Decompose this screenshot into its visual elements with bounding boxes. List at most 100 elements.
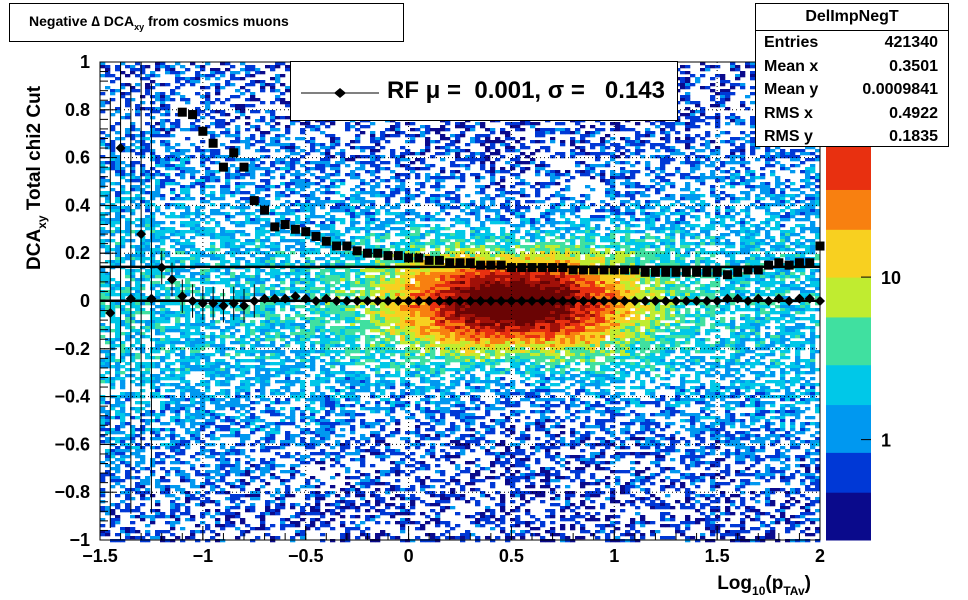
heatmap-cell	[100, 374, 106, 378]
heatmap-cell	[140, 287, 146, 291]
heatmap-cell	[320, 131, 326, 135]
heatmap-cell	[310, 146, 316, 150]
heatmap-cell	[285, 146, 291, 150]
heatmap-cell	[370, 254, 376, 258]
heatmap-cell	[275, 98, 281, 102]
heatmap-cell	[265, 407, 271, 411]
heatmap-cell	[175, 485, 181, 489]
heatmap-cell	[380, 179, 386, 183]
heatmap-cell	[150, 149, 156, 153]
heatmap-cell	[135, 416, 141, 420]
heatmap-cell	[235, 389, 241, 393]
heatmap-cell	[375, 260, 381, 264]
heatmap-cell	[330, 317, 336, 321]
heatmap-cell	[115, 107, 121, 111]
heatmap-cell	[190, 536, 196, 540]
heatmap-cell	[345, 380, 351, 384]
heatmap-cell	[130, 326, 136, 330]
heatmap-cell	[125, 491, 131, 495]
heatmap-cell	[240, 197, 246, 201]
heatmap-cell	[115, 470, 121, 474]
heatmap-cell	[110, 509, 116, 513]
heatmap-cell	[245, 200, 251, 204]
heatmap-cell	[255, 125, 261, 129]
heatmap-cell	[350, 170, 356, 174]
heatmap-cell	[380, 530, 386, 534]
heatmap-cell	[385, 413, 391, 417]
heatmap-cell	[175, 314, 181, 318]
heatmap-cell	[155, 431, 161, 435]
heatmap-cell	[130, 86, 136, 90]
heatmap-cell	[260, 458, 266, 462]
heatmap-cell	[105, 179, 111, 183]
heatmap-cell	[230, 416, 236, 420]
heatmap-cell	[350, 176, 356, 180]
heatmap-cell	[295, 191, 301, 195]
heatmap-cell	[265, 461, 271, 465]
heatmap-cell	[225, 131, 231, 135]
heatmap-cell	[360, 251, 366, 255]
heatmap-cell	[285, 380, 291, 384]
heatmap-cell	[355, 197, 361, 201]
heatmap-cell	[260, 71, 266, 75]
heatmap-cell	[105, 230, 111, 234]
heatmap-cell	[275, 263, 281, 267]
heatmap-cell	[330, 236, 336, 240]
heatmap-cell	[195, 254, 201, 258]
heatmap-cell	[185, 77, 191, 81]
heatmap-cell	[220, 341, 226, 345]
heatmap-cell	[245, 281, 251, 285]
heatmap-cell	[165, 68, 171, 72]
heatmap-cell	[310, 413, 316, 417]
heatmap-cell	[320, 515, 326, 519]
heatmap-cell	[270, 272, 276, 276]
heatmap-cell	[295, 170, 301, 174]
heatmap-cell	[255, 350, 261, 354]
heatmap-cell	[350, 374, 356, 378]
heatmap-cell	[170, 434, 176, 438]
heatmap-cell	[215, 326, 221, 330]
heatmap-cell	[140, 146, 146, 150]
heatmap-cell	[305, 284, 311, 288]
heatmap-cell	[130, 239, 136, 243]
heatmap-cell	[175, 119, 181, 123]
heatmap-cell	[140, 272, 146, 276]
heatmap-cell	[260, 356, 266, 360]
heatmap-cell	[340, 488, 346, 492]
heatmap-cell	[145, 488, 151, 492]
heatmap-cell	[155, 365, 161, 369]
heatmap-cell	[380, 311, 386, 315]
heatmap-cell	[185, 191, 191, 195]
heatmap-cell	[250, 125, 256, 129]
heatmap-cell	[180, 407, 186, 411]
heatmap-cell	[315, 491, 321, 495]
heatmap-cell	[240, 419, 246, 423]
heatmap-cell	[270, 407, 276, 411]
heatmap-cell	[385, 347, 391, 351]
heatmap-cell	[210, 515, 216, 519]
heatmap-cell	[335, 419, 341, 423]
heatmap-cell	[125, 395, 131, 399]
heatmap-cell	[175, 302, 181, 306]
heatmap-cell	[370, 356, 376, 360]
heatmap-cell	[230, 320, 236, 324]
heatmap-cell	[145, 539, 151, 543]
heatmap-cell	[335, 380, 341, 384]
heatmap-cell	[225, 179, 231, 183]
heatmap-cell	[200, 158, 206, 162]
heatmap-cell	[325, 212, 331, 216]
heatmap-cell	[375, 335, 381, 339]
heatmap-cell	[130, 446, 136, 450]
heatmap-cell	[155, 194, 161, 198]
heatmap-cell	[150, 218, 156, 222]
heatmap-cell	[115, 368, 121, 372]
heatmap-cell	[140, 236, 146, 240]
heatmap-cell	[135, 311, 141, 315]
heatmap-cell	[355, 311, 361, 315]
heatmap-cell	[205, 383, 211, 387]
heatmap-cell	[255, 374, 261, 378]
heatmap-cell	[145, 323, 151, 327]
heatmap-cell	[245, 359, 251, 363]
heatmap-cell	[120, 332, 126, 336]
heatmap-cell	[210, 230, 216, 234]
